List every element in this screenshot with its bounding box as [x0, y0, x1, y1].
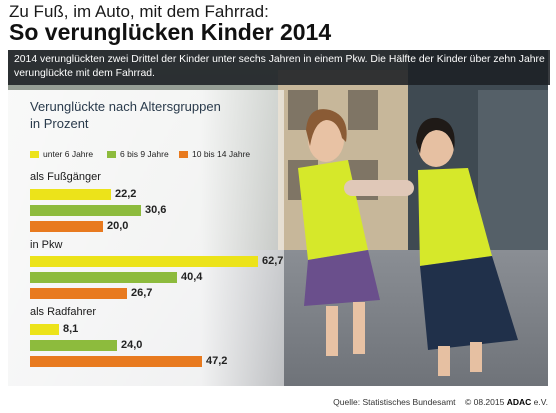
- legend-swatch: [30, 150, 39, 158]
- category-label-fussgaenger: als Fußgänger: [30, 171, 101, 183]
- legend-swatch: [107, 150, 116, 158]
- bar-3-3: [30, 356, 202, 367]
- bar-2-1: [30, 256, 258, 267]
- chart-subtitle-line-2: in Prozent: [30, 116, 89, 131]
- intro-text: 2014 verunglückten zwei Drittel der Kind…: [8, 50, 550, 85]
- chart-subtitle: Verunglückte nach Altersgruppen in Proze…: [30, 98, 221, 132]
- legend-label: 10 bis 14 Jahre: [192, 149, 251, 159]
- legend-item-6-bis-9: 6 bis 9 Jahre: [107, 148, 169, 160]
- legend-label: unter 6 Jahre: [43, 149, 94, 159]
- bar-value-2-3: 26,7: [131, 287, 153, 299]
- bar-2-3: [30, 288, 127, 299]
- category-label-radfahrer: als Radfahrer: [30, 306, 97, 318]
- title-line-1: Zu Fuß, im Auto, mit dem Fahrrad:: [9, 2, 269, 21]
- bar-value-3-3: 47,2: [206, 355, 228, 367]
- copyright-text: © 08.2015: [464, 397, 505, 407]
- legend-item-unter-6: unter 6 Jahre: [30, 148, 93, 160]
- source-text: Quelle: Statistisches Bundesamt: [333, 397, 456, 407]
- brand-logo: ADAC: [506, 397, 532, 407]
- source-footer: Quelle: Statistisches Bundesamt © 08.201…: [333, 397, 548, 407]
- bar-3-2: [30, 340, 117, 351]
- bar-value-3-1: 8,1: [63, 323, 79, 335]
- bar-1-3: [30, 221, 103, 232]
- legend-swatch: [179, 150, 188, 158]
- title-line-2: So verunglücken Kinder 2014: [9, 19, 332, 45]
- bar-2-2: [30, 272, 177, 283]
- legend-item-10-bis-14: 10 bis 14 Jahre: [179, 148, 250, 160]
- bar-value-2-1: 62,7: [262, 255, 284, 267]
- bar-value-2-2: 40,4: [181, 271, 203, 283]
- category-label-pkw: in Pkw: [30, 239, 63, 251]
- bar-value-1-2: 30,6: [145, 204, 167, 216]
- bar-1-1: [30, 189, 111, 200]
- bar-value-1-3: 20,0: [107, 220, 129, 232]
- bar-3-1: [30, 324, 59, 335]
- chart-panel: [8, 90, 284, 386]
- chart-subtitle-line-1: Verunglückte nach Altersgruppen: [30, 99, 221, 114]
- brand-suffix: e.V.: [533, 397, 548, 407]
- bar-value-3-2: 24,0: [121, 339, 143, 351]
- bar-value-1-1: 22,2: [115, 188, 137, 200]
- bar-1-2: [30, 205, 141, 216]
- legend-label: 6 bis 9 Jahre: [120, 149, 169, 159]
